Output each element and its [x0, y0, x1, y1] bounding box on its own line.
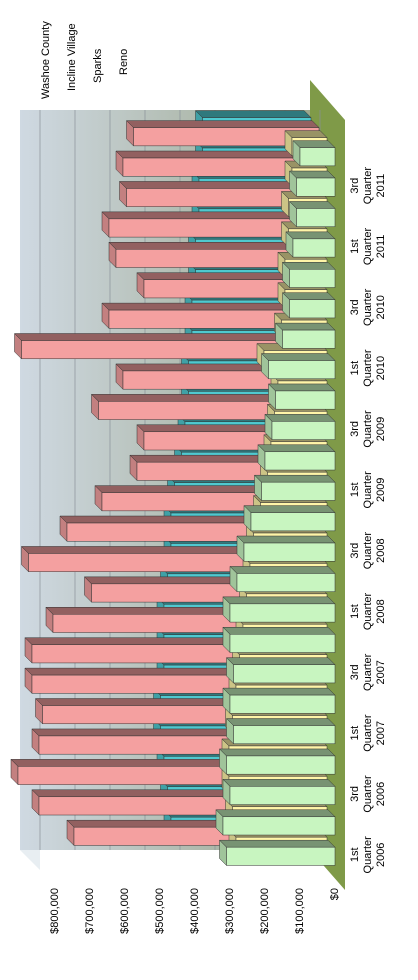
bar [226, 846, 336, 866]
bar-side [218, 839, 336, 848]
bar-side [288, 170, 336, 179]
x-tick-label: 3rd Quarter 2011 [349, 167, 387, 205]
y-tick-label: $300,000 [224, 888, 236, 934]
x-tick-label: 1st Quarter 2009 [349, 471, 387, 509]
bar [271, 421, 336, 440]
bar-side [218, 748, 336, 757]
bar-side [125, 120, 320, 128]
bar-side [222, 687, 336, 696]
x-tick-label: 1st Quarter 2006 [349, 836, 387, 874]
bar [229, 694, 336, 714]
x-tick-label: 1st Quarter 2008 [349, 592, 387, 631]
bar-side [243, 505, 336, 513]
bar [243, 542, 336, 562]
bar-side [215, 809, 336, 818]
bar [222, 816, 336, 836]
bar [250, 512, 336, 532]
y-tick-label: $700,000 [84, 888, 96, 934]
x-tick-label: 1st Quarter 2007 [349, 714, 387, 752]
bar-side [274, 322, 336, 331]
bar [261, 481, 336, 501]
bar [296, 208, 336, 227]
bar [229, 786, 336, 805]
x-tick-label: 1st Quarter 2010 [349, 349, 387, 387]
x-tick-label: 3rd Quarter 2009 [349, 410, 387, 448]
bar-side [285, 231, 336, 240]
bar-side [281, 262, 336, 270]
bar-side [257, 444, 336, 453]
y-tick-label: $400,000 [189, 888, 201, 934]
bar-side [194, 110, 312, 118]
bar-side [222, 627, 336, 635]
y-tick-label: $600,000 [119, 888, 131, 934]
bar-side [225, 718, 336, 726]
bar-side [281, 292, 336, 300]
bar [296, 177, 336, 197]
bar [268, 360, 336, 380]
legend-entry: Reno [118, 48, 130, 75]
x-tick-label: 3rd Quarter 2006 [349, 775, 387, 813]
bar-side [253, 474, 336, 483]
bar-side [288, 201, 336, 209]
legend-entry: Incline Village [66, 23, 78, 91]
bar-side [229, 566, 336, 574]
legend-entry: Sparks [92, 48, 104, 83]
bar-side [13, 333, 320, 341]
y-tick-label: $100,000 [294, 888, 306, 934]
bar-side [236, 535, 336, 544]
bar [233, 664, 336, 684]
y-tick-label: $800,000 [49, 888, 61, 934]
bar-side [260, 353, 336, 361]
x-tick-label: 3rd Quarter 2008 [349, 532, 387, 570]
bar [226, 755, 336, 775]
bar [229, 603, 336, 623]
bar [275, 390, 336, 410]
bar [289, 299, 336, 319]
bar-side [222, 779, 336, 787]
y-tick-label: $200,000 [259, 888, 271, 934]
bar-side [225, 657, 336, 665]
bar [229, 634, 336, 653]
bar [282, 329, 336, 349]
bar [264, 451, 336, 471]
x-tick-label: 3rd Quarter 2010 [349, 288, 387, 326]
bar [236, 573, 336, 592]
bar-side [267, 383, 336, 392]
bar-side [222, 596, 336, 605]
bar [292, 238, 336, 258]
y-tick-label: $0 [329, 888, 341, 900]
y-tick-label: $500,000 [154, 888, 166, 934]
bar-side [264, 414, 336, 422]
bar [289, 269, 336, 288]
x-tick-label: 1st Quarter 2011 [349, 227, 387, 266]
bar [233, 725, 336, 745]
legend-entry: Washoe County [40, 21, 52, 99]
bar [299, 147, 336, 167]
x-tick-label: 3rd Quarter 2007 [349, 653, 387, 691]
